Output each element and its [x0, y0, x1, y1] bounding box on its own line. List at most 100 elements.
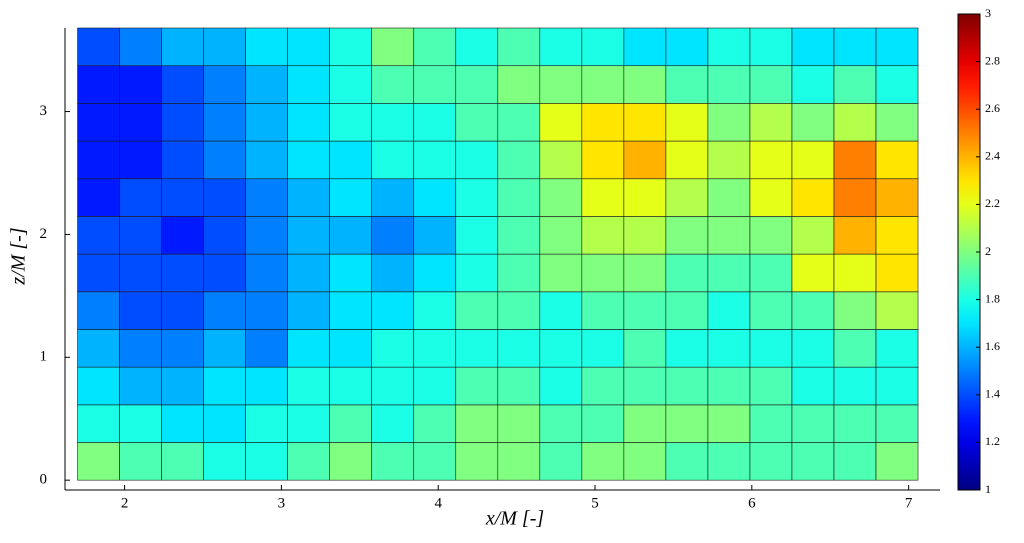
- cell: [119, 253, 162, 293]
- cell: [203, 178, 246, 217]
- cell: [539, 366, 583, 406]
- cell: [707, 291, 751, 330]
- cell: [77, 103, 120, 142]
- cell: [203, 291, 246, 330]
- cell: [749, 404, 793, 443]
- cell: [581, 404, 625, 443]
- cell: [707, 366, 751, 406]
- cell: [833, 253, 877, 293]
- cell: [875, 329, 919, 368]
- cell: [77, 404, 120, 443]
- cell: [119, 103, 162, 142]
- cell: [539, 329, 583, 368]
- cell: [665, 291, 709, 330]
- cell: [791, 253, 835, 293]
- y-tick-label: 0: [40, 472, 48, 488]
- cell: [161, 140, 204, 180]
- cell: [119, 65, 162, 104]
- cell: [161, 404, 204, 443]
- cell: [497, 253, 541, 293]
- cell: [245, 253, 288, 293]
- cell: [581, 253, 625, 293]
- cell: [455, 404, 499, 443]
- cell: [749, 442, 793, 481]
- cell: [749, 140, 793, 180]
- cell: [203, 103, 246, 142]
- cell: [791, 291, 835, 330]
- cell: [833, 366, 877, 406]
- cell: [203, 216, 246, 255]
- cell: [413, 291, 457, 330]
- cell: [581, 291, 625, 330]
- cell: [119, 178, 162, 217]
- cell: [413, 442, 457, 481]
- x-tick-label: 6: [748, 495, 756, 511]
- cell: [623, 178, 667, 217]
- cell: [623, 140, 667, 180]
- cell: [245, 65, 288, 104]
- cell: [707, 253, 751, 293]
- cell: [665, 65, 709, 104]
- cell: [77, 366, 120, 406]
- cell: [707, 178, 751, 217]
- cell: [287, 178, 330, 217]
- cell: [665, 27, 709, 67]
- cell: [749, 253, 793, 293]
- cell: [287, 404, 330, 443]
- cell: [581, 442, 625, 481]
- cell: [329, 253, 373, 293]
- cell: [119, 329, 162, 368]
- cell: [581, 27, 625, 67]
- cell: [371, 178, 415, 217]
- cell: [875, 253, 919, 293]
- cell: [455, 291, 499, 330]
- cell: [497, 216, 541, 255]
- cell: [581, 103, 625, 142]
- cell: [875, 65, 919, 104]
- cell: [623, 216, 667, 255]
- cell: [623, 404, 667, 443]
- cell: [707, 442, 751, 481]
- cell: [119, 442, 162, 481]
- cell: [203, 366, 246, 406]
- cell: [161, 329, 204, 368]
- cell: [245, 140, 288, 180]
- cell: [665, 366, 709, 406]
- x-tick-label: 2: [121, 495, 129, 511]
- cell: [329, 404, 373, 443]
- cell: [791, 366, 835, 406]
- cell: [833, 404, 877, 443]
- cell: [413, 366, 457, 406]
- cell: [791, 103, 835, 142]
- cell: [371, 253, 415, 293]
- cell: [329, 27, 373, 67]
- colorbar-tick-label: 2.8: [985, 53, 1000, 67]
- cell: [791, 329, 835, 368]
- x-tick-label: 7: [905, 495, 913, 511]
- cell: [203, 140, 246, 180]
- cell: [77, 329, 120, 368]
- cell: [665, 216, 709, 255]
- cell: [413, 103, 457, 142]
- cell: [413, 65, 457, 104]
- cell: [119, 140, 162, 180]
- cell: [791, 216, 835, 255]
- cell: [329, 216, 373, 255]
- x-tick-label: 5: [591, 495, 599, 511]
- cell: [371, 366, 415, 406]
- cell: [245, 404, 288, 443]
- cell: [161, 253, 204, 293]
- cell: [329, 178, 373, 217]
- colorbar-tick-label: 1.8: [985, 291, 1000, 305]
- cell: [329, 140, 373, 180]
- cell: [497, 329, 541, 368]
- cell: [287, 442, 330, 481]
- cell: [497, 291, 541, 330]
- cell: [455, 366, 499, 406]
- cell: [581, 178, 625, 217]
- cell: [539, 442, 583, 481]
- cell: [749, 329, 793, 368]
- cell: [875, 140, 919, 180]
- cell: [539, 404, 583, 443]
- cell: [329, 366, 373, 406]
